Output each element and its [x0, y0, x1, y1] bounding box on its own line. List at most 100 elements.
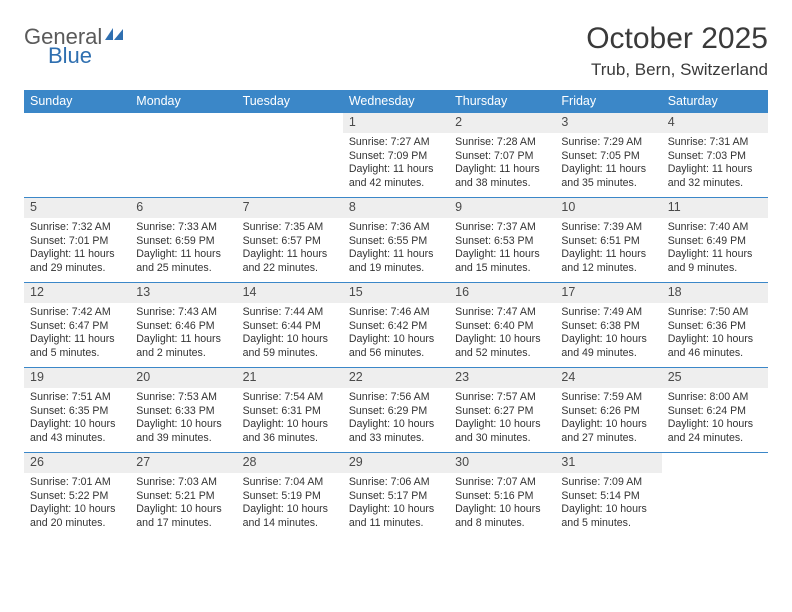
day-cell: 6Sunrise: 7:33 AMSunset: 6:59 PMDaylight… — [130, 198, 236, 282]
day-cell: 18Sunrise: 7:50 AMSunset: 6:36 PMDayligh… — [662, 283, 768, 367]
day-number: 31 — [555, 453, 661, 473]
day-details: Sunrise: 7:09 AMSunset: 5:14 PMDaylight:… — [555, 473, 661, 536]
day-details: Sunrise: 7:47 AMSunset: 6:40 PMDaylight:… — [449, 303, 555, 366]
weekday-header: Thursday — [449, 90, 555, 113]
day-details: Sunrise: 7:44 AMSunset: 6:44 PMDaylight:… — [237, 303, 343, 366]
sunrise-text: Sunrise: 7:39 AM — [561, 221, 655, 235]
day-details: Sunrise: 7:37 AMSunset: 6:53 PMDaylight:… — [449, 218, 555, 281]
page-header: General Blue October 2025 Trub, Bern, Sw… — [24, 22, 768, 80]
day-cell: 9Sunrise: 7:37 AMSunset: 6:53 PMDaylight… — [449, 198, 555, 282]
day-cell: 25Sunrise: 8:00 AMSunset: 6:24 PMDayligh… — [662, 368, 768, 452]
daylight-text: Daylight: 10 hours and 56 minutes. — [349, 333, 443, 360]
sunrise-text: Sunrise: 7:50 AM — [668, 306, 762, 320]
day-details: Sunrise: 7:53 AMSunset: 6:33 PMDaylight:… — [130, 388, 236, 451]
day-cell: 11Sunrise: 7:40 AMSunset: 6:49 PMDayligh… — [662, 198, 768, 282]
sunrise-text: Sunrise: 7:03 AM — [136, 476, 230, 490]
day-details: Sunrise: 7:56 AMSunset: 6:29 PMDaylight:… — [343, 388, 449, 451]
sunrise-text: Sunrise: 7:04 AM — [243, 476, 337, 490]
calendar-grid: Sunday Monday Tuesday Wednesday Thursday… — [24, 90, 768, 537]
daylight-text: Daylight: 11 hours and 32 minutes. — [668, 163, 762, 190]
weekday-header: Friday — [555, 90, 661, 113]
sunrise-text: Sunrise: 7:51 AM — [30, 391, 124, 405]
sunrise-text: Sunrise: 7:36 AM — [349, 221, 443, 235]
brand-logo: General Blue — [24, 22, 125, 67]
day-details: Sunrise: 7:04 AMSunset: 5:19 PMDaylight:… — [237, 473, 343, 536]
sunset-text: Sunset: 5:19 PM — [243, 490, 337, 504]
day-cell — [237, 113, 343, 197]
sunset-text: Sunset: 5:16 PM — [455, 490, 549, 504]
day-details: Sunrise: 7:40 AMSunset: 6:49 PMDaylight:… — [662, 218, 768, 281]
day-number: 20 — [130, 368, 236, 388]
sunset-text: Sunset: 6:36 PM — [668, 320, 762, 334]
day-cell: 16Sunrise: 7:47 AMSunset: 6:40 PMDayligh… — [449, 283, 555, 367]
day-details: Sunrise: 7:31 AMSunset: 7:03 PMDaylight:… — [662, 133, 768, 196]
daylight-text: Daylight: 11 hours and 5 minutes. — [30, 333, 124, 360]
sunrise-text: Sunrise: 7:44 AM — [243, 306, 337, 320]
sunrise-text: Sunrise: 7:42 AM — [30, 306, 124, 320]
daylight-text: Daylight: 11 hours and 38 minutes. — [455, 163, 549, 190]
sunset-text: Sunset: 6:31 PM — [243, 405, 337, 419]
day-number — [662, 453, 768, 458]
day-cell: 24Sunrise: 7:59 AMSunset: 6:26 PMDayligh… — [555, 368, 661, 452]
daylight-text: Daylight: 10 hours and 33 minutes. — [349, 418, 443, 445]
sunset-text: Sunset: 5:17 PM — [349, 490, 443, 504]
day-number: 28 — [237, 453, 343, 473]
sunrise-text: Sunrise: 7:56 AM — [349, 391, 443, 405]
weekday-header: Monday — [130, 90, 236, 113]
sunset-text: Sunset: 6:29 PM — [349, 405, 443, 419]
sunrise-text: Sunrise: 7:54 AM — [243, 391, 337, 405]
day-number: 24 — [555, 368, 661, 388]
sunset-text: Sunset: 6:47 PM — [30, 320, 124, 334]
sunrise-text: Sunrise: 7:06 AM — [349, 476, 443, 490]
day-number: 21 — [237, 368, 343, 388]
day-number: 19 — [24, 368, 130, 388]
sunrise-text: Sunrise: 7:57 AM — [455, 391, 549, 405]
day-cell: 21 Sunrise: 7:54 AMSunset: 6:31 PMDayligh… — [237, 368, 343, 452]
week-row: 12Sunrise: 7:42 AMSunset: 6:47 PMDayligh… — [24, 283, 768, 368]
sunset-text: Sunset: 6:49 PM — [668, 235, 762, 249]
sunrise-text: Sunrise: 7:53 AM — [136, 391, 230, 405]
sunrise-text: Sunrise: 7:01 AM — [30, 476, 124, 490]
day-number: 23 — [449, 368, 555, 388]
day-cell: 31Sunrise: 7:09 AMSunset: 5:14 PMDayligh… — [555, 453, 661, 537]
sunset-text: Sunset: 6:27 PM — [455, 405, 549, 419]
day-details: Sunrise: 7:35 AMSunset: 6:57 PMDaylight:… — [237, 218, 343, 281]
sunset-text: Sunset: 6:33 PM — [136, 405, 230, 419]
day-cell: 7Sunrise: 7:35 AMSunset: 6:57 PMDaylight… — [237, 198, 343, 282]
sunrise-text: Sunrise: 7:47 AM — [455, 306, 549, 320]
day-cell: 28Sunrise: 7:04 AMSunset: 5:19 PMDayligh… — [237, 453, 343, 537]
day-number: 13 — [130, 283, 236, 303]
sunset-text: Sunset: 6:24 PM — [668, 405, 762, 419]
day-cell: 12Sunrise: 7:42 AMSunset: 6:47 PMDayligh… — [24, 283, 130, 367]
sunrise-text: Sunrise: 7:29 AM — [561, 136, 655, 150]
day-details: Sunrise: 7:36 AMSunset: 6:55 PMDaylight:… — [343, 218, 449, 281]
sunset-text: Sunset: 7:01 PM — [30, 235, 124, 249]
sunrise-text: Sunrise: 7:09 AM — [561, 476, 655, 490]
sunset-text: Sunset: 6:53 PM — [455, 235, 549, 249]
logo-word-blue: Blue — [48, 45, 125, 67]
day-cell: 27Sunrise: 7:03 AMSunset: 5:21 PMDayligh… — [130, 453, 236, 537]
day-number: 27 — [130, 453, 236, 473]
sunrise-text: Sunrise: 7:27 AM — [349, 136, 443, 150]
daylight-text: Daylight: 10 hours and 27 minutes. — [561, 418, 655, 445]
day-number: 7 — [237, 198, 343, 218]
day-number: 4 — [662, 113, 768, 133]
day-details: Sunrise: 7:32 AMSunset: 7:01 PMDaylight:… — [24, 218, 130, 281]
day-cell — [24, 113, 130, 197]
day-number: 16 — [449, 283, 555, 303]
day-details: Sunrise: 7:39 AMSunset: 6:51 PMDaylight:… — [555, 218, 661, 281]
sunset-text: Sunset: 5:14 PM — [561, 490, 655, 504]
sunset-text: Sunset: 7:07 PM — [455, 150, 549, 164]
daylight-text: Daylight: 10 hours and 24 minutes. — [668, 418, 762, 445]
day-details: Sunrise: 7:57 AMSunset: 6:27 PMDaylight:… — [449, 388, 555, 451]
week-row: 19Sunrise: 7:51 AMSunset: 6:35 PMDayligh… — [24, 368, 768, 453]
week-row: 26Sunrise: 7:01 AMSunset: 5:22 PMDayligh… — [24, 453, 768, 537]
daylight-text: Daylight: 10 hours and 36 minutes. — [243, 418, 337, 445]
daylight-text: Daylight: 11 hours and 25 minutes. — [136, 248, 230, 275]
daylight-text: Daylight: 10 hours and 11 minutes. — [349, 503, 443, 530]
daylight-text: Daylight: 10 hours and 52 minutes. — [455, 333, 549, 360]
sunset-text: Sunset: 6:26 PM — [561, 405, 655, 419]
day-cell — [130, 113, 236, 197]
day-number: 17 — [555, 283, 661, 303]
day-cell: 19Sunrise: 7:51 AMSunset: 6:35 PMDayligh… — [24, 368, 130, 452]
